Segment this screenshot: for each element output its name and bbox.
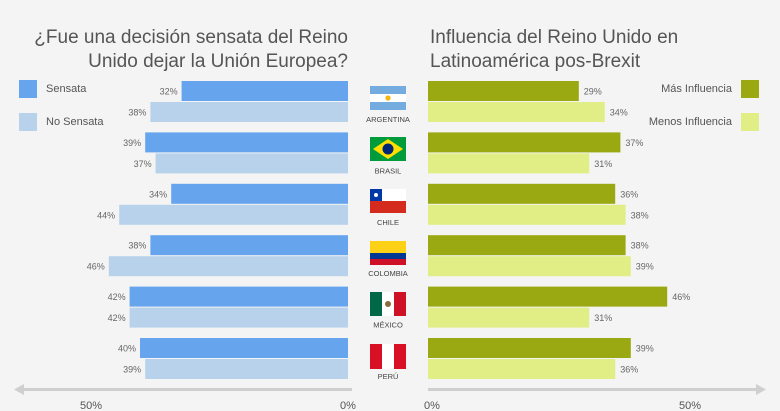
bar-mas-influencia-brasil bbox=[428, 132, 621, 153]
country-label-argentina: ARGENTINA bbox=[366, 115, 410, 124]
bar-sensata-mexico bbox=[129, 286, 348, 307]
country-label-colombia: COLOMBIA bbox=[368, 269, 408, 278]
data-label-sensata-peru: 40% bbox=[118, 344, 136, 354]
bar-no-sensata-chile bbox=[119, 204, 348, 225]
data-label-menos-influencia-mexico: 31% bbox=[594, 313, 612, 323]
bar-no-sensata-brasil bbox=[155, 153, 348, 174]
bar-menos-influencia-argentina bbox=[428, 102, 605, 122]
bar-sensata-chile bbox=[171, 183, 348, 204]
data-label-menos-influencia-brasil: 31% bbox=[594, 159, 612, 169]
data-label-sensata-colombia: 38% bbox=[128, 241, 146, 251]
country-label-mexico: MÉXICO bbox=[373, 321, 403, 330]
legend-label-sensata: Sensata bbox=[46, 83, 87, 95]
data-label-menos-influencia-peru: 36% bbox=[620, 365, 638, 375]
bar-menos-influencia-brasil bbox=[428, 153, 590, 174]
flag-argentina bbox=[370, 86, 406, 110]
data-label-no-sensata-peru: 39% bbox=[123, 365, 141, 375]
bar-no-sensata-colombia bbox=[108, 256, 348, 277]
bar-menos-influencia-colombia bbox=[428, 256, 631, 277]
left-tick-0: 0% bbox=[340, 400, 356, 411]
legend-item-menos-influencia: Menos Influencia bbox=[649, 113, 759, 131]
country-label-chile: CHILE bbox=[377, 218, 399, 227]
bar-no-sensata-mexico bbox=[129, 307, 348, 328]
data-label-mas-influencia-mexico: 46% bbox=[672, 292, 690, 302]
bar-sensata-peru bbox=[140, 338, 348, 358]
legend-item-sensata: Sensata bbox=[19, 80, 86, 98]
data-label-mas-influencia-brasil: 37% bbox=[625, 138, 643, 148]
country-label-brasil: BRASIL bbox=[375, 166, 402, 175]
flag-colombia bbox=[370, 241, 406, 265]
bar-sensata-colombia bbox=[150, 235, 348, 256]
data-label-menos-influencia-chile: 38% bbox=[631, 210, 649, 220]
legend-item-no-sensata: No Sensata bbox=[19, 113, 103, 131]
legend-label-menos-influencia: Menos Influencia bbox=[648, 116, 732, 128]
flag-brazil bbox=[370, 137, 406, 161]
data-label-mas-influencia-chile: 36% bbox=[620, 189, 638, 199]
data-label-no-sensata-chile: 44% bbox=[97, 210, 115, 220]
left-axis-arrow bbox=[14, 384, 352, 395]
legend-label-no-sensata: No Sensata bbox=[46, 116, 104, 128]
data-label-no-sensata-colombia: 46% bbox=[87, 262, 105, 272]
left-tick-50: 50% bbox=[80, 400, 102, 411]
legend-swatch-mas-influencia bbox=[741, 80, 759, 98]
bar-sensata-brasil bbox=[145, 132, 348, 153]
bar-mas-influencia-colombia bbox=[428, 235, 626, 256]
legend-label-mas-influencia: Más Influencia bbox=[661, 83, 732, 95]
legend-swatch-no-sensata bbox=[19, 113, 37, 131]
right-tick-50: 50% bbox=[679, 400, 701, 411]
right-tick-0: 0% bbox=[424, 400, 440, 411]
right-chart-title: Influencia del Reino Unido en Latinoamér… bbox=[430, 26, 679, 72]
flag-chile bbox=[370, 189, 406, 213]
bar-sensata-argentina bbox=[181, 81, 348, 101]
data-label-sensata-chile: 34% bbox=[149, 189, 167, 199]
bar-no-sensata-argentina bbox=[150, 102, 348, 122]
country-label-peru: PERÚ bbox=[378, 372, 399, 381]
flag-mexico bbox=[370, 292, 406, 316]
legend-swatch-sensata bbox=[19, 80, 37, 98]
legend-swatch-menos-influencia bbox=[741, 113, 759, 131]
data-label-mas-influencia-argentina: 29% bbox=[584, 87, 602, 97]
data-label-sensata-mexico: 42% bbox=[108, 292, 126, 302]
bar-mas-influencia-mexico bbox=[428, 286, 668, 307]
data-label-mas-influencia-peru: 39% bbox=[636, 344, 654, 354]
bar-mas-influencia-chile bbox=[428, 183, 616, 204]
bar-menos-influencia-peru bbox=[428, 359, 616, 379]
data-label-sensata-argentina: 32% bbox=[160, 87, 178, 97]
data-label-menos-influencia-colombia: 39% bbox=[636, 262, 654, 272]
legend-item-mas-influencia: Más Influencia bbox=[661, 80, 759, 98]
flag-peru bbox=[370, 344, 406, 369]
right-axis-arrow bbox=[428, 384, 766, 395]
bar-mas-influencia-argentina bbox=[428, 81, 579, 101]
data-label-no-sensata-mexico: 42% bbox=[108, 313, 126, 323]
bar-mas-influencia-peru bbox=[428, 338, 631, 358]
bar-menos-influencia-mexico bbox=[428, 307, 590, 328]
data-label-menos-influencia-argentina: 34% bbox=[610, 108, 628, 118]
data-label-no-sensata-brasil: 37% bbox=[134, 159, 152, 169]
bar-menos-influencia-chile bbox=[428, 204, 626, 225]
bar-no-sensata-peru bbox=[145, 359, 348, 379]
data-label-mas-influencia-colombia: 38% bbox=[631, 241, 649, 251]
data-label-sensata-brasil: 39% bbox=[123, 138, 141, 148]
left-chart-title: ¿Fue una decisión sensata del Reino Unid… bbox=[34, 26, 348, 72]
data-label-no-sensata-argentina: 38% bbox=[128, 108, 146, 118]
